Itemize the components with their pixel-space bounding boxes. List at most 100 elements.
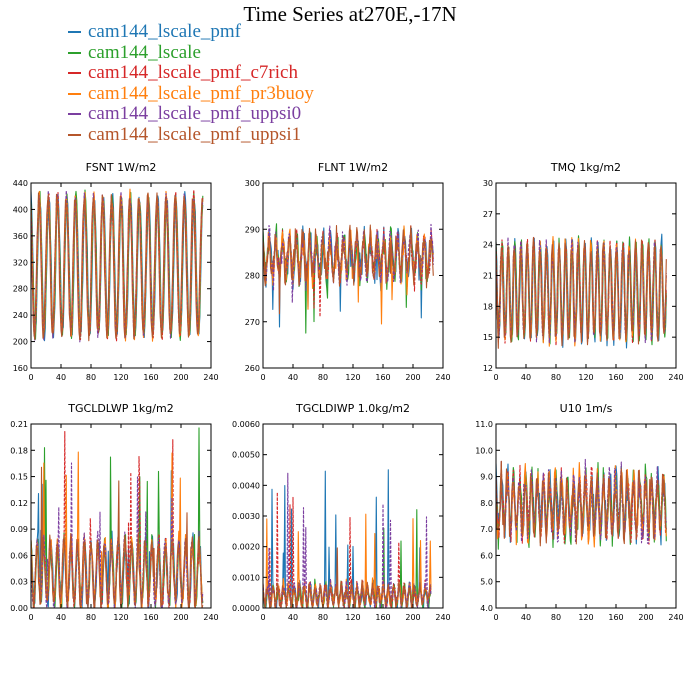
series-line (31, 192, 204, 342)
chart-title: TGCLDLWP 1kg/m2 (67, 402, 173, 415)
legend-swatch (68, 113, 81, 116)
y-tick-label: 0.09 (10, 525, 28, 534)
legend-item: cam144_lscale (68, 41, 314, 64)
x-tick-label: 40 (521, 613, 531, 622)
legend: cam144_lscale_pmf cam144_lscale cam144_lsc… (68, 22, 314, 145)
x-tick-label: 0 (260, 613, 265, 622)
legend-swatch (68, 133, 81, 136)
x-tick-label: 80 (318, 613, 328, 622)
series-group (31, 427, 204, 608)
x-tick-label: 120 (578, 373, 593, 382)
chart-panel: FSNT 1W/m2 0 40 80 120 160 200 240 160 200 240 280 3… (13, 161, 219, 382)
legend-label: cam144_lscale_pmf_uppsi1 (88, 123, 302, 145)
y-tick-label: 0.18 (10, 446, 28, 455)
x-tick-label: 80 (551, 613, 561, 622)
y-tick-label: 27 (483, 210, 493, 219)
y-tick-label: 260 (245, 364, 260, 373)
x-tick-label: 120 (113, 613, 128, 622)
x-tick-label: 200 (405, 613, 420, 622)
x-tick-label: 120 (113, 373, 128, 382)
chart-title: U10 1m/s (560, 402, 613, 415)
y-tick-label: 8.0 (480, 499, 493, 508)
series-group (263, 469, 432, 608)
x-tick-label: 40 (288, 373, 298, 382)
series-line (263, 224, 434, 315)
y-tick-label: 440 (13, 179, 28, 188)
x-tick-label: 80 (318, 373, 328, 382)
x-tick-label: 200 (638, 373, 653, 382)
y-tick-label: 5.0 (480, 578, 493, 587)
chart-title: FSNT 1W/m2 (86, 161, 157, 174)
y-tick-label: 0.0060 (232, 420, 260, 429)
x-tick-label: 40 (56, 613, 66, 622)
legend-swatch (68, 51, 81, 54)
series-line (496, 460, 667, 547)
y-tick-label: 0.21 (10, 420, 28, 429)
x-tick-label: 160 (375, 613, 390, 622)
legend-label: cam144_lscale (88, 41, 201, 63)
y-tick-label: 30 (483, 179, 493, 188)
x-tick-label: 240 (668, 373, 683, 382)
y-tick-label: 0.15 (10, 473, 28, 482)
x-tick-label: 240 (435, 373, 450, 382)
x-tick-label: 120 (578, 613, 593, 622)
y-tick-label: 0.00 (10, 604, 28, 613)
legend-swatch (68, 92, 81, 95)
y-tick-label: 24 (483, 241, 493, 250)
y-tick-label: 10.0 (475, 446, 493, 455)
y-tick-label: 280 (13, 285, 28, 294)
x-tick-label: 160 (608, 373, 623, 382)
chart-panel: FLNT 1W/m2 0 40 80 120 160 200 240 260 270 280 290 3… (245, 161, 451, 382)
y-tick-label: 0.0050 (232, 451, 260, 460)
legend-item: cam144_lscale_pmf (68, 22, 314, 43)
chart-panel: TGCLDLWP 1kg/m2 0 40 80 120 160 200 240 0.00 0.03… (10, 402, 218, 622)
y-tick-label: 320 (13, 258, 28, 267)
legend-label: cam144_lscale_pmf_c7rich (88, 62, 298, 84)
y-tick-label: 160 (13, 364, 28, 373)
x-tick-label: 160 (375, 373, 390, 382)
x-tick-label: 160 (143, 373, 158, 382)
y-tick-label: 11.0 (475, 420, 493, 429)
legend-swatch (68, 72, 81, 75)
chart-panel: TMQ 1kg/m2 0 40 80 120 160 200 240 12 15 18 21 24 27 3… (483, 161, 684, 382)
x-tick-label: 240 (203, 373, 218, 382)
x-tick-label: 160 (143, 613, 158, 622)
y-tick-label: 0.0020 (232, 543, 260, 552)
x-tick-label: 40 (288, 613, 298, 622)
x-tick-label: 160 (608, 613, 623, 622)
x-tick-label: 0 (28, 613, 33, 622)
y-tick-label: 360 (13, 232, 28, 241)
y-tick-label: 0.0000 (232, 604, 260, 613)
y-tick-label: 280 (245, 272, 260, 281)
series-line (496, 236, 667, 349)
x-tick-label: 80 (551, 373, 561, 382)
y-tick-label: 0.12 (10, 499, 28, 508)
x-tick-label: 0 (493, 613, 498, 622)
x-tick-label: 120 (345, 613, 360, 622)
x-tick-label: 0 (493, 373, 498, 382)
legend-label: cam144_lscale_pmf_uppsi0 (88, 103, 302, 125)
series-group (263, 223, 434, 334)
chart-title: TMQ 1kg/m2 (550, 161, 621, 174)
y-tick-label: 0.0030 (232, 512, 260, 521)
x-tick-label: 200 (638, 613, 653, 622)
legend-item: cam144_lscale_pmf_c7rich (68, 63, 314, 84)
series-group (31, 188, 204, 343)
x-tick-label: 200 (405, 373, 420, 382)
y-tick-label: 0.06 (10, 551, 28, 560)
x-tick-label: 200 (173, 373, 188, 382)
chart-panel: U10 1m/s 0 40 80 120 160 200 240 4.0 5.0 6.0 7.0 8.0… (475, 402, 683, 622)
chart-title: FLNT 1W/m2 (318, 161, 388, 174)
y-tick-label: 200 (13, 338, 28, 347)
series-group (496, 233, 667, 349)
legend-item: cam144_lscale_pmf_uppsi0 (68, 104, 314, 125)
series-line (31, 466, 204, 608)
y-tick-label: 21 (483, 272, 493, 281)
legend-label: cam144_lscale_pmf (88, 21, 242, 43)
y-tick-label: 240 (13, 311, 28, 320)
y-tick-label: 12 (483, 364, 493, 373)
page-title: Time Series at270E,-17N (243, 2, 457, 26)
y-tick-label: 0.0040 (232, 481, 260, 490)
x-tick-label: 240 (203, 613, 218, 622)
